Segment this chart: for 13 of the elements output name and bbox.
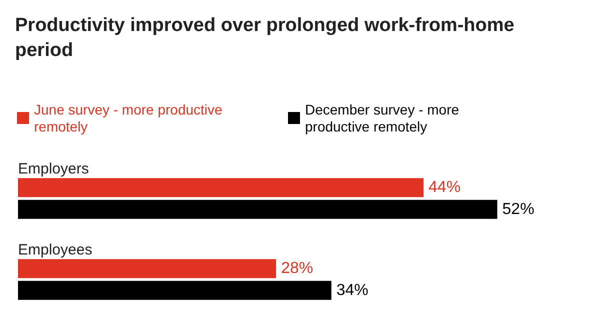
data-label: 34% xyxy=(336,282,368,299)
chart-title: Productivity improved over prolonged work-from-home period xyxy=(15,15,520,61)
bar xyxy=(18,280,332,300)
legend-label: December survey - more productive remotely xyxy=(305,102,463,134)
data-label: 44% xyxy=(428,179,461,196)
y-tick-label: Employees xyxy=(18,242,92,258)
bar xyxy=(18,200,498,219)
data-label: 28% xyxy=(281,260,314,278)
bar xyxy=(18,259,276,278)
bar xyxy=(18,178,424,198)
y-tick-label: Employers xyxy=(18,160,89,178)
data-label: 52% xyxy=(502,200,534,218)
legend-label: June survey - more productive remotely xyxy=(34,102,226,134)
